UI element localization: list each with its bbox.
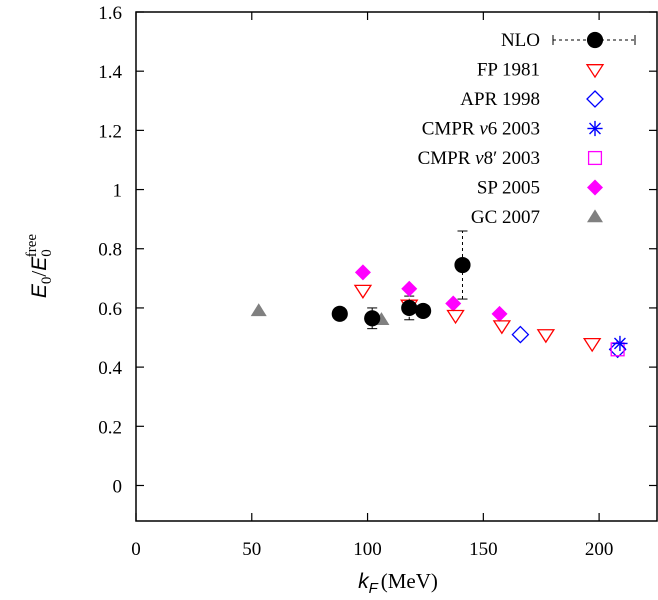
legend-label-gc-2007: GC 2007: [471, 207, 540, 228]
star-stroke: [589, 122, 601, 135]
axis-ticks: 0 50 100 150 200 0 0.2 0.4 0.6 0.8 1 1.2 1.4 1.6: [98, 3, 657, 560]
x-tick-label: 0: [131, 539, 141, 560]
point-fp-1981: [492, 320, 512, 335]
y-axis-symbol: E: [28, 283, 51, 298]
point-sp-2005: [401, 280, 418, 297]
star-stroke: [613, 337, 626, 350]
legend: NLO FP 1981 APR 1998 CMPR v6 2003 CMPR v8′ 2…: [418, 30, 636, 228]
legend-marker-cmpr-v8-2003: [587, 150, 603, 166]
legend-marker-nlo: [586, 31, 604, 49]
y-tick-label: 0.4: [98, 358, 122, 379]
plot-area: [135, 11, 658, 522]
point-cmpr-v6-2003: [612, 335, 628, 352]
legend-label-sp-2005: SP 2005: [477, 178, 540, 199]
legend-marker-gc-2007: [587, 209, 603, 223]
legend-marker-apr-1998: [586, 90, 604, 108]
y-axis-superscript-2: free: [24, 234, 40, 258]
y-tick-label: 0.8: [98, 240, 122, 261]
point-fp-1981: [536, 329, 556, 344]
y-tick-label: 0: [113, 476, 123, 497]
x-axis-symbol: k: [358, 570, 370, 593]
x-tick-label: 50: [242, 539, 261, 560]
legend-label-nlo: NLO: [501, 30, 540, 51]
point-gc-2007: [250, 303, 267, 317]
legend-marker-fp-1981: [585, 64, 605, 79]
y-axis-subscript: 0: [39, 277, 55, 285]
point-sp-2005: [354, 264, 371, 281]
point-fp-1981: [582, 337, 602, 353]
y-tick-label: 0.2: [98, 417, 122, 438]
y-axis-title: E0/E0free: [24, 234, 55, 299]
x-axis-unit: (MeV): [381, 569, 438, 593]
y-tick-label: 1.4: [98, 62, 122, 83]
point-nlo: [364, 310, 381, 327]
legend-label-fp-1981: FP 1981: [477, 60, 540, 81]
y-axis-symbol-2: E: [28, 256, 51, 271]
data-points: [250, 256, 628, 359]
y-tick-label: 1.2: [98, 121, 122, 142]
y-tick-label: 0.6: [98, 299, 122, 320]
x-tick-label: 200: [585, 539, 614, 560]
legend-label-cmpr-v8-2003: CMPR v8′ 2003: [418, 148, 540, 169]
point-sp-2005: [491, 305, 508, 322]
plot-frame: [135, 11, 658, 522]
point-fp-1981: [446, 309, 465, 325]
x-tick-label: 150: [469, 539, 498, 560]
legend-marker-cmpr-v6-2003: [587, 120, 603, 137]
legend-marker-sp-2005: [587, 179, 603, 196]
point-nlo: [401, 299, 418, 317]
error-bars: [334, 230, 468, 330]
point-apr-1998: [511, 325, 530, 344]
x-tick-label: 100: [353, 539, 382, 560]
y-axis-subscript-2: 0: [39, 249, 55, 257]
y-axis-slash: /: [27, 271, 51, 277]
y-tick-label: 1: [113, 181, 123, 202]
legend-label-apr-1998: APR 1998: [460, 89, 540, 110]
point-sp-2005: [445, 295, 462, 312]
y-tick-label: 1.6: [98, 3, 122, 24]
point-fp-1981: [353, 284, 373, 299]
legend-label-cmpr-v6-2003: CMPR v6 2003: [422, 119, 540, 140]
point-nlo: [415, 302, 432, 319]
point-nlo: [454, 256, 471, 274]
point-nlo: [331, 305, 348, 322]
x-axis-subscript: F: [369, 580, 379, 597]
x-axis-title: kF (MeV): [358, 569, 438, 597]
